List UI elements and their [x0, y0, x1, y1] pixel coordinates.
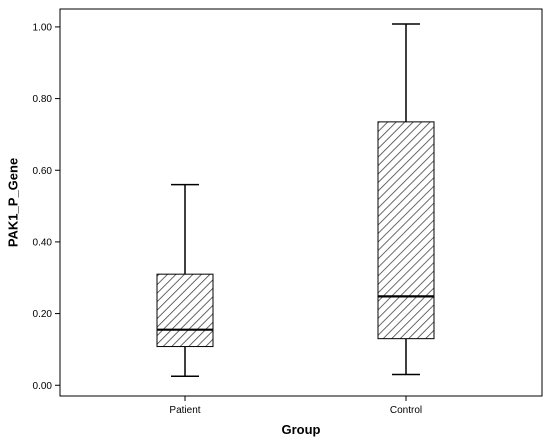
- y-tick-label: 1.00: [33, 22, 53, 33]
- y-axis-ticks: 0.00 0.20 0.40 0.60 0.80 1.00: [33, 22, 60, 392]
- y-tick-label: 0.20: [33, 309, 53, 320]
- box-control: [377, 23, 435, 376]
- iqr-box: [377, 121, 435, 340]
- x-tick-label: Patient: [169, 405, 200, 416]
- y-tick-label: 0.80: [33, 94, 53, 105]
- x-axis-title: Group: [282, 422, 321, 437]
- y-axis-title: PAK1_P_Gene: [5, 158, 20, 247]
- box-patient: [156, 183, 214, 378]
- y-tick-label: 0.60: [33, 166, 53, 177]
- x-tick-label: Control: [390, 405, 422, 416]
- iqr-box: [156, 273, 214, 348]
- boxes-layer: [156, 23, 435, 378]
- y-tick-label: 0.40: [33, 237, 53, 248]
- plot-frame: [59, 8, 543, 397]
- x-axis-ticks: Patient Control: [169, 396, 422, 416]
- y-tick-label: 0.00: [33, 381, 53, 392]
